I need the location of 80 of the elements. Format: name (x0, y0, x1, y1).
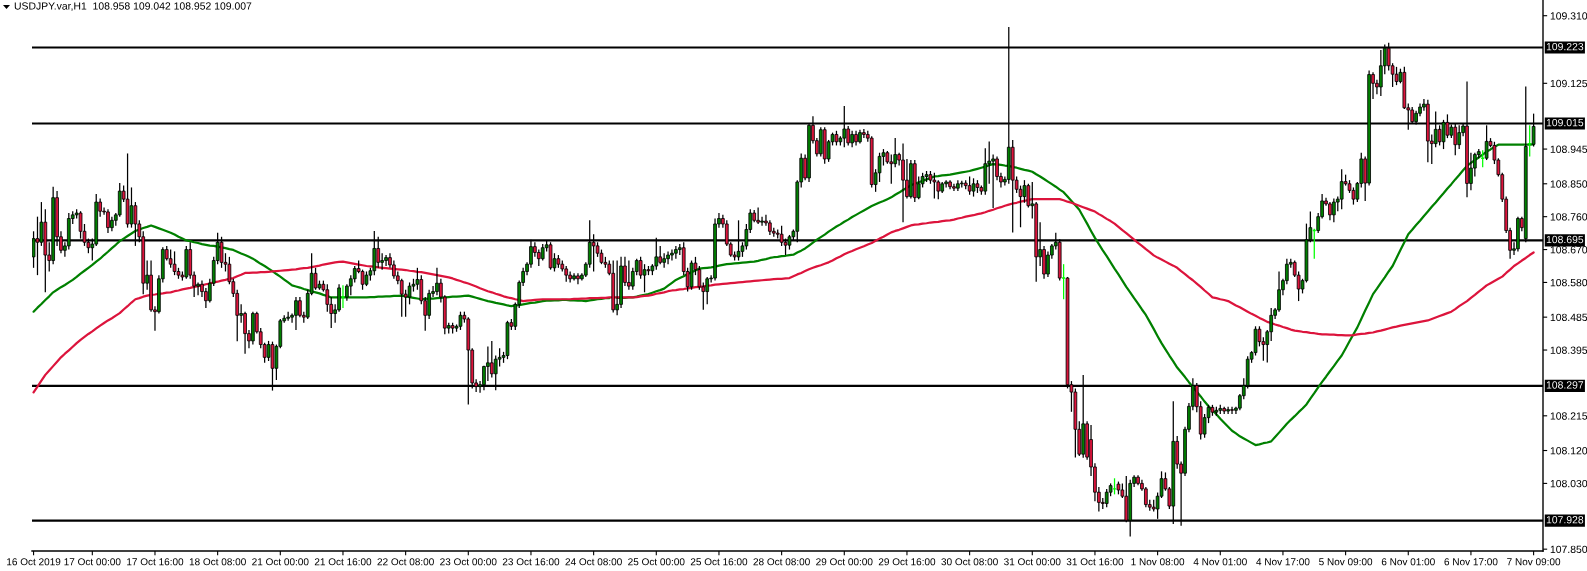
candlestick (889, 153, 894, 185)
x-tick-label: 21 Oct 16:00 (314, 558, 372, 566)
candlestick (1332, 197, 1336, 223)
x-tick-label: 17 Oct 00:00 (64, 558, 121, 566)
ref-line-label: 108.695 (1546, 235, 1584, 244)
x-tick-label: 31 Oct 00:00 (1004, 558, 1061, 566)
candlestick (615, 259, 619, 316)
candlestick (627, 259, 631, 291)
candlestick (901, 142, 905, 223)
y-tick-label: 108.580 (1550, 278, 1587, 287)
candlestick (294, 296, 298, 331)
x-tick-label: 28 Oct 08:00 (753, 558, 810, 566)
x-tick-label: 6 Nov 01:00 (1381, 558, 1435, 566)
x-tick-label: 25 Oct 16:00 (690, 558, 748, 566)
candlestick (486, 345, 490, 382)
candlestick (325, 283, 330, 313)
y-tick-label: 108.215 (1550, 412, 1587, 420)
x-tick-label: 4 Nov 17:00 (1256, 558, 1310, 566)
candlestick (313, 267, 318, 291)
ref-line-label: 109.223 (1546, 42, 1584, 51)
candlestick (666, 250, 670, 265)
candlestick (399, 278, 404, 318)
candlestick (689, 259, 694, 291)
candlestick (674, 245, 678, 260)
candlestick (1230, 406, 1234, 415)
y-tick-label: 109.310 (1550, 12, 1587, 20)
candlestick (172, 250, 177, 276)
y-tick-label: 108.030 (1550, 479, 1587, 488)
x-tick-label: 5 Nov 09:00 (1319, 558, 1373, 566)
y-tick-label: 108.485 (1550, 313, 1587, 322)
candlestick (1394, 66, 1399, 86)
ref-line-label: 107.928 (1546, 516, 1584, 524)
candlestick (932, 172, 937, 200)
x-tick-label: 29 Oct 00:00 (816, 558, 873, 566)
y-tick-label: 107.850 (1550, 545, 1587, 554)
x-tick-label: 6 Nov 17:00 (1444, 558, 1498, 566)
candlestick (286, 311, 290, 322)
candlestick (642, 263, 647, 293)
x-tick-label: 23 Oct 00:00 (440, 558, 497, 566)
y-tick-label: 108.120 (1550, 447, 1587, 455)
candlestick (670, 248, 674, 262)
x-tick-label: 23 Oct 16:00 (502, 558, 560, 566)
x-tick-label: 30 Oct 08:00 (941, 558, 998, 566)
x-tick-label: 16 Oct 2019 (7, 558, 61, 566)
candlestick (129, 186, 134, 229)
x-tick-label: 22 Oct 08:00 (377, 558, 434, 566)
candlestick (971, 177, 976, 198)
ref-line-label: 109.015 (1546, 118, 1584, 127)
ref-line-label: 108.297 (1546, 381, 1584, 389)
x-tick-label: 24 Oct 08:00 (565, 558, 622, 566)
candlestick (106, 208, 110, 234)
y-tick-label: 108.670 (1550, 246, 1587, 254)
x-tick-label: 29 Oct 16:00 (878, 558, 936, 566)
candlestick (384, 254, 388, 267)
candlestick (756, 206, 760, 225)
candlestick (489, 340, 494, 379)
candlestick (35, 216, 40, 276)
x-tick-label: 21 Oct 00:00 (252, 558, 309, 566)
x-tick-label: 4 Nov 01:00 (1193, 558, 1247, 566)
candlestick (435, 267, 439, 296)
x-tick-label: 1 Nov 08:00 (1131, 558, 1185, 566)
candlestick (760, 216, 764, 227)
y-tick-label: 108.945 (1550, 145, 1587, 153)
chart-title: USDJPY.var,H1 108.958 109.042 108.952 109.007 (14, 2, 252, 11)
y-tick-label: 108.760 (1550, 213, 1587, 221)
candlestick (862, 128, 866, 139)
y-tick-label: 108.850 (1550, 180, 1587, 188)
x-tick-label: 31 Oct 16:00 (1066, 558, 1124, 566)
candlestick (117, 182, 122, 218)
y-tick-label: 108.395 (1550, 346, 1587, 354)
x-tick-label: 17 Oct 16:00 (127, 558, 184, 566)
candlestick (658, 245, 663, 265)
y-tick-label: 109.125 (1550, 79, 1587, 88)
candlestick (576, 272, 580, 285)
candlestick (1328, 201, 1332, 221)
x-tick-label: 25 Oct 00:00 (628, 558, 685, 566)
candlestick (662, 252, 666, 269)
x-tick-label: 18 Oct 08:00 (189, 558, 246, 566)
x-tick-label: 7 Nov 09:00 (1507, 558, 1561, 566)
candlestick (380, 252, 384, 271)
